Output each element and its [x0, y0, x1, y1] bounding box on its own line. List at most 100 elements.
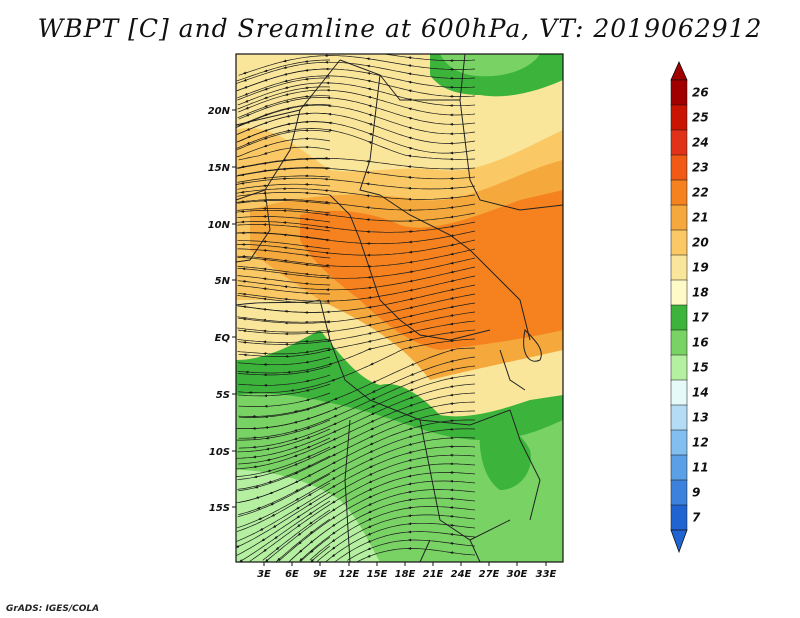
- colorbar-label: 12: [692, 436, 709, 450]
- streamline: [262, 509, 331, 561]
- streamline-arrow: [284, 93, 290, 96]
- streamline-arrow: [369, 362, 375, 366]
- streamline-arrow: [296, 515, 301, 519]
- colorbar: 26 25 24 23 22 21 20 19 18 17 16 15 14 13 12 11 9 7: [670, 61, 709, 554]
- lon-label-15e: 15E: [367, 569, 388, 580]
- streamline: [357, 548, 476, 562]
- colorbar-label: 21: [692, 211, 709, 225]
- colorbar-label: 19: [692, 261, 709, 275]
- streamline-arrow: [309, 530, 314, 535]
- streamline-arrow: [277, 557, 281, 562]
- streamline: [236, 121, 476, 154]
- streamline: [316, 514, 476, 562]
- streamline-arrow: [331, 484, 336, 488]
- streamline-arrow: [294, 488, 300, 492]
- streamline: [237, 86, 331, 110]
- streamline-arrow: [304, 370, 310, 373]
- streamline-arrow: [407, 64, 413, 68]
- streamline-arrow: [263, 69, 269, 72]
- streamline-arrow: [371, 397, 376, 401]
- lon-label-27e: 27E: [479, 569, 500, 580]
- streamline-arrow: [267, 480, 273, 484]
- streamline: [238, 320, 476, 357]
- streamline-arrow: [305, 379, 310, 383]
- streamline: [237, 401, 476, 481]
- streamline: [237, 329, 476, 374]
- streamline-arrow: [367, 96, 373, 99]
- streamline-arrow: [295, 497, 300, 501]
- streamline: [238, 383, 331, 397]
- streamline-arrow: [246, 141, 251, 145]
- streamline-arrow: [370, 419, 375, 423]
- streamline-arrow: [331, 453, 337, 457]
- streamline-arrow: [408, 126, 413, 130]
- streamline-arrow: [267, 469, 272, 472]
- streamline-arrow: [367, 532, 372, 536]
- streamline-arrow: [331, 461, 337, 465]
- streamline: [237, 224, 331, 232]
- streamline-arrow: [304, 360, 310, 364]
- streamline-arrow: [295, 506, 300, 510]
- streamline-arrow: [305, 407, 311, 411]
- streamline: [237, 77, 330, 101]
- streamline-arrow: [293, 462, 299, 466]
- streamline-arrow: [275, 546, 280, 551]
- streamline-arrow: [327, 128, 333, 132]
- streamline-arrow: [284, 86, 289, 89]
- streamline-arrow: [332, 437, 337, 441]
- streamline-arrow: [408, 306, 414, 309]
- colorbar-cell: [670, 404, 688, 431]
- streamline: [237, 284, 330, 295]
- streamline-arrow: [240, 190, 245, 194]
- streamline-arrow: [407, 72, 413, 76]
- streamline-arrow: [305, 417, 311, 420]
- streamline-arrow: [407, 89, 413, 93]
- streamline: [237, 428, 331, 453]
- streamline-arrow: [297, 532, 302, 536]
- colorbar-cell: [670, 179, 688, 206]
- streamline-arrow: [449, 348, 455, 352]
- colorbar-cell: [670, 329, 688, 356]
- streamline-arrow: [367, 495, 373, 499]
- lat-label-20n: 20N: [208, 106, 231, 117]
- streamline-arrow: [369, 427, 375, 431]
- streamline: [237, 82, 476, 107]
- streamline: [236, 59, 330, 82]
- streamline: [237, 455, 331, 490]
- colorbar-label: 17: [692, 311, 709, 325]
- streamline-arrow: [408, 330, 413, 334]
- streamline: [236, 157, 476, 170]
- colorbar-cell: [670, 379, 688, 406]
- streamline-arrow: [253, 475, 259, 479]
- streamline-arrow: [367, 305, 373, 309]
- streamline-arrow: [410, 362, 415, 366]
- streamline-arrow: [366, 72, 372, 75]
- colorbar-cell: [670, 304, 688, 331]
- colorbar-label: 15: [692, 361, 709, 375]
- streamline: [236, 61, 476, 84]
- lon-label-6e: 6E: [285, 569, 299, 580]
- streamline: [238, 97, 476, 125]
- lat-label-15n: 15N: [208, 163, 231, 174]
- streamline-arrow: [367, 347, 372, 351]
- streamline-arrow: [309, 549, 314, 554]
- streamline: [238, 374, 331, 386]
- streamline-arrow: [449, 359, 455, 363]
- streamline-arrow: [409, 380, 415, 384]
- streamline-arrow: [307, 483, 312, 487]
- streamline-arrow: [407, 80, 413, 84]
- colorbar-cell: [670, 479, 688, 506]
- streamline: [236, 392, 476, 470]
- streamline: [275, 518, 331, 562]
- streamline-arrow: [265, 436, 270, 440]
- streamline-arrow: [263, 144, 269, 148]
- streamline-arrow: [308, 502, 313, 506]
- streamline-arrow: [306, 445, 311, 449]
- streamline-arrow: [367, 331, 373, 335]
- streamline: [249, 463, 476, 562]
- streamline-arrow: [307, 473, 312, 477]
- lat-label-5s: 5S: [216, 390, 230, 401]
- streamline: [236, 177, 476, 190]
- streamline-arrow: [372, 380, 377, 384]
- streamline-arrow: [408, 411, 414, 415]
